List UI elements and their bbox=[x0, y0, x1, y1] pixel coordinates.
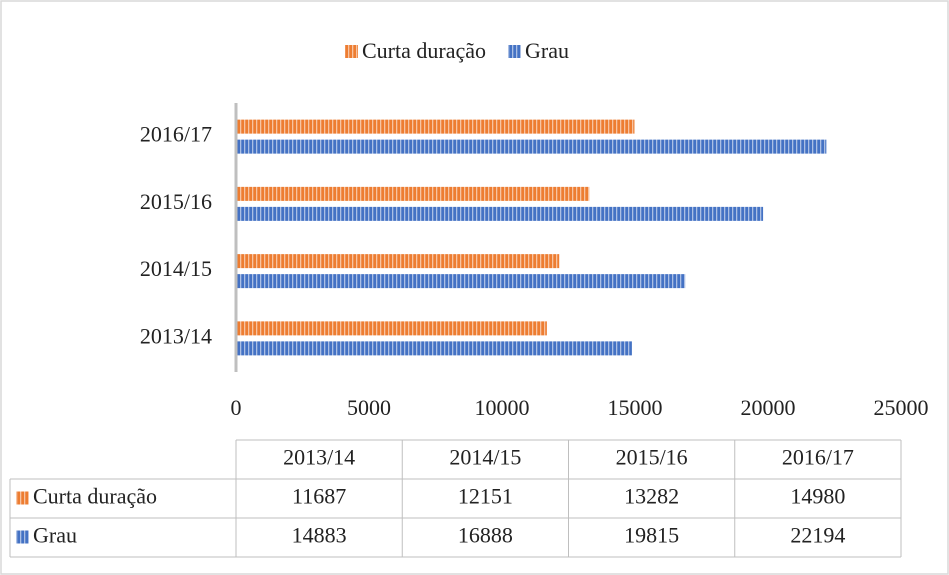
legend-swatch bbox=[508, 45, 521, 58]
x-tick-label: 10000 bbox=[475, 395, 530, 420]
y-tick-label: 2013/14 bbox=[140, 323, 212, 348]
table-header: 2014/15 bbox=[449, 445, 521, 470]
table-cell: 22194 bbox=[790, 523, 845, 548]
table-legend-swatch bbox=[16, 530, 29, 544]
table-legend-swatch bbox=[16, 491, 29, 505]
table-cell: 11687 bbox=[292, 484, 346, 509]
table-row-label: Curta duração bbox=[33, 484, 157, 509]
x-tick-label: 15000 bbox=[608, 395, 663, 420]
legend-swatch bbox=[345, 45, 358, 58]
bar bbox=[236, 274, 686, 289]
legend-label: Curta duração bbox=[362, 38, 486, 63]
x-tick-label: 20000 bbox=[741, 395, 796, 420]
bar bbox=[236, 119, 635, 134]
table-cell: 16888 bbox=[458, 523, 513, 548]
x-tick-label: 5000 bbox=[347, 395, 391, 420]
x-tick-label: 0 bbox=[231, 395, 242, 420]
bar bbox=[236, 254, 560, 269]
bar bbox=[236, 139, 827, 154]
bar bbox=[236, 321, 547, 336]
table-header: 2015/16 bbox=[616, 445, 688, 470]
table-header: 2016/17 bbox=[782, 445, 854, 470]
table-header: 2013/14 bbox=[283, 445, 355, 470]
table-cell: 14980 bbox=[790, 484, 845, 509]
bar bbox=[236, 186, 590, 201]
table-cell: 14883 bbox=[292, 523, 347, 548]
x-tick-label: 25000 bbox=[874, 395, 929, 420]
bar bbox=[236, 341, 632, 356]
bar bbox=[236, 206, 764, 221]
table-row-label: Grau bbox=[33, 523, 77, 548]
y-tick-label: 2015/16 bbox=[140, 189, 212, 214]
table-cell: 13282 bbox=[624, 484, 679, 509]
y-tick-label: 2016/17 bbox=[140, 122, 212, 147]
y-tick-label: 2014/15 bbox=[140, 256, 212, 281]
table-cell: 12151 bbox=[458, 484, 513, 509]
table-cell: 19815 bbox=[624, 523, 679, 548]
legend-label: Grau bbox=[525, 38, 569, 63]
